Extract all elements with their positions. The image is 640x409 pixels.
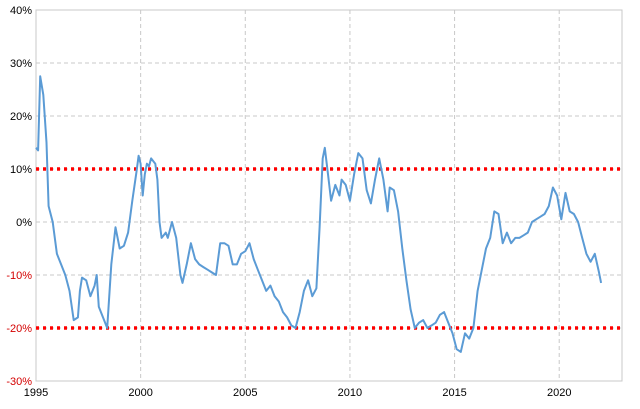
x-axis: 1995 2000 2005 2010 2015 2020 <box>24 387 572 399</box>
y-tick-label: 10% <box>10 164 32 176</box>
x-tick-label: 2000 <box>128 387 152 399</box>
x-tick-label: 2020 <box>547 387 571 399</box>
x-tick-label: 1995 <box>24 387 48 399</box>
y-tick-label: 20% <box>10 111 32 123</box>
series-line <box>35 75 603 353</box>
y-tick-label: 40% <box>10 5 32 17</box>
x-tick-label: 2010 <box>338 387 362 399</box>
plot-area <box>35 9 623 382</box>
y-tick-label: -10% <box>6 270 32 282</box>
x-tick-label: 2005 <box>233 387 257 399</box>
y-tick-label: 30% <box>10 58 32 70</box>
x-tick-label: 2015 <box>442 387 466 399</box>
y-axis: -30% -20% -10% 0% 10% 20% 30% 40% <box>6 5 32 388</box>
series-layer <box>35 75 603 353</box>
y-tick-label: 0% <box>16 217 32 229</box>
y-tick-label: -30% <box>6 376 32 388</box>
y-tick-label: -20% <box>6 323 32 335</box>
